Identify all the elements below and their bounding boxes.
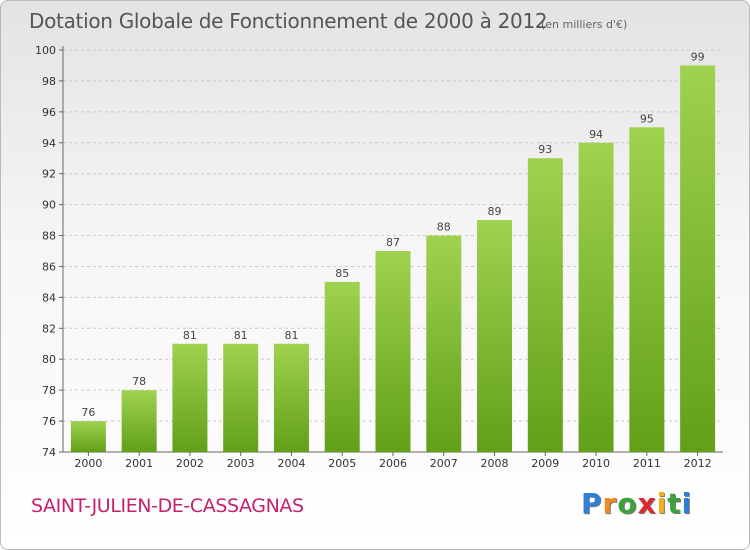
x-tick-label: 2009	[531, 457, 559, 470]
data-label: 76	[81, 406, 95, 419]
data-labels: 76 78 81 81 81 85 87 88 89 93 94 95 99	[81, 50, 704, 419]
bar-2011	[629, 127, 665, 453]
bar-2005	[324, 281, 360, 452]
bar-2012	[680, 65, 716, 452]
y-tick-label: 98	[42, 75, 56, 88]
y-tick-label: 94	[42, 137, 56, 150]
x-tick-label: 2012	[684, 457, 712, 470]
data-label: 89	[488, 205, 502, 218]
data-label: 78	[132, 375, 146, 388]
data-label: 81	[183, 329, 197, 342]
logo-letter: i	[656, 487, 668, 520]
data-label: 93	[538, 143, 552, 156]
bar-2000	[70, 421, 106, 452]
bar-2010	[578, 142, 614, 452]
bar-2006	[375, 251, 411, 452]
x-tick-label: 2004	[277, 457, 305, 470]
bar-2009	[527, 158, 563, 452]
logo-letter: o	[617, 487, 638, 520]
y-tick-label: 92	[42, 168, 56, 181]
y-tick-label: 78	[42, 384, 56, 397]
logo-letter: t	[667, 487, 682, 520]
data-label: 88	[437, 221, 451, 234]
proxiti-logo[interactable]: Proxiti	[581, 487, 692, 520]
y-tick-label: 76	[42, 415, 56, 428]
tick-labels: 74 76 78 80 82 84 86 88 90 92 94 96 98 100 2000 2001 200…	[35, 44, 712, 470]
bars	[70, 65, 716, 453]
bar-2004	[273, 343, 309, 452]
data-label: 81	[234, 329, 248, 342]
x-tick-label: 2001	[125, 457, 153, 470]
bar-2007	[426, 235, 462, 452]
data-label: 85	[335, 267, 349, 280]
x-tick-label: 2010	[582, 457, 610, 470]
x-tick-label: 2008	[481, 457, 509, 470]
x-tick-label: 2003	[227, 457, 255, 470]
chart-title: Dotation Globale de Fonctionnement de 20…	[29, 9, 548, 33]
bar-2003	[223, 343, 259, 452]
x-tick-label: 2006	[379, 457, 407, 470]
data-label: 87	[386, 236, 400, 249]
y-tick-label: 90	[42, 199, 56, 212]
logo-letter: x	[637, 487, 657, 520]
data-label: 99	[691, 50, 705, 63]
bar-2001	[121, 390, 157, 452]
x-tick-label: 2007	[430, 457, 458, 470]
y-tick-label: 84	[42, 291, 56, 304]
y-tick-label: 96	[42, 106, 56, 119]
x-tick-label: 2011	[633, 457, 661, 470]
commune-name: SAINT-JULIEN-DE-CASSAGNAS	[31, 495, 304, 517]
bar-2002	[172, 343, 208, 452]
bar-2008	[477, 220, 513, 452]
data-label: 81	[284, 329, 298, 342]
y-tick-label: 82	[42, 322, 56, 335]
y-tick-label: 86	[42, 260, 56, 273]
y-tick-label: 100	[35, 44, 56, 57]
logo-letter: r	[602, 487, 618, 520]
chart-subtitle: (en milliers d'€)	[541, 18, 628, 31]
data-label: 95	[640, 112, 654, 125]
x-tick-label: 2000	[74, 457, 102, 470]
logo-letter: i	[681, 487, 693, 520]
x-tick-label: 2005	[328, 457, 356, 470]
y-tick-label: 74	[42, 446, 56, 459]
logo-letter: P	[581, 487, 603, 520]
data-label: 94	[589, 128, 603, 141]
x-tick-label: 2002	[176, 457, 204, 470]
y-tick-label: 80	[42, 353, 56, 366]
y-tick-label: 88	[42, 230, 56, 243]
